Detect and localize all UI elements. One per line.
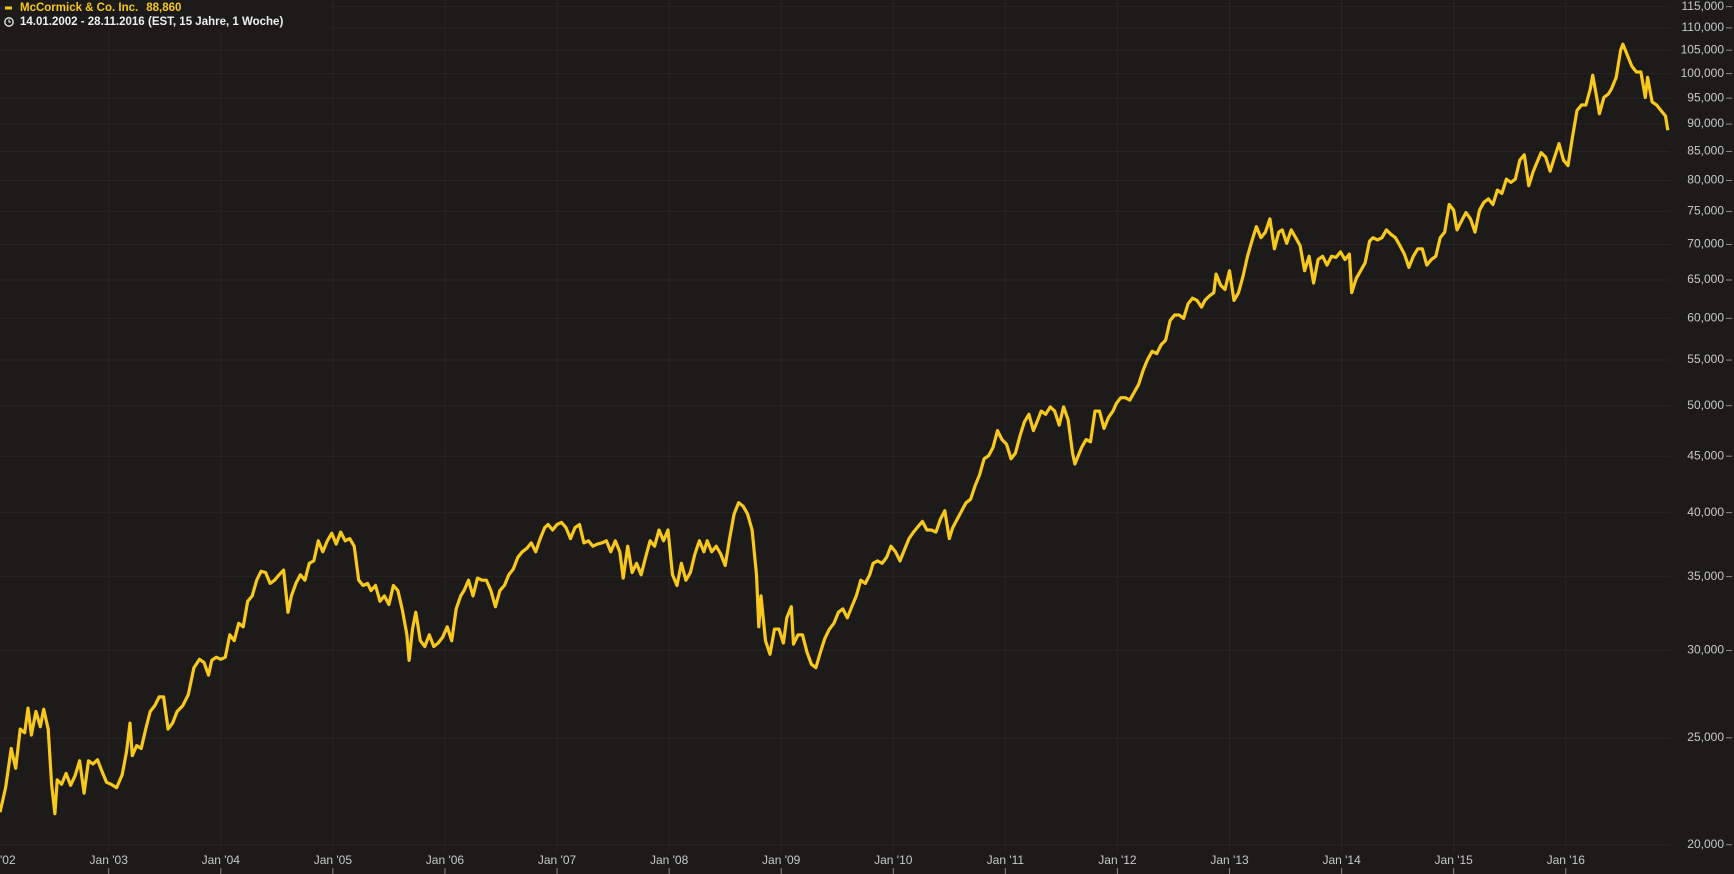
clock-hands: [8, 19, 11, 23]
range-info: (EST, 15 Jahre, 1 Woche): [148, 16, 283, 28]
y-tick-label: 60,000: [1687, 311, 1724, 325]
y-tick-label: 110,000: [1682, 20, 1725, 34]
price-line: [0, 42, 1670, 816]
x-tick-label: Jan '10: [874, 853, 913, 867]
y-tick-label: 40,000: [1687, 505, 1724, 519]
legend-entry: McCormick & Co. Inc.: [20, 2, 138, 14]
y-tick-label: 55,000: [1687, 352, 1724, 366]
header-backdrop: [0, 0, 330, 30]
y-tick-label: 105,000: [1681, 42, 1725, 56]
x-tick-label: Jan '12: [1098, 853, 1137, 867]
x-tick-label: Jan '11: [987, 853, 1025, 867]
y-tick-label: 35,000: [1687, 569, 1724, 583]
y-tick-label: 90,000: [1687, 116, 1724, 130]
x-tick-label: Jan '13: [1210, 853, 1249, 867]
y-tick-label: 30,000: [1687, 643, 1724, 657]
x-tick-label: Jan '09: [762, 853, 801, 867]
x-tick-label: Jan '16: [1547, 853, 1586, 867]
x-tick-label: Jan '14: [1322, 853, 1361, 867]
x-tick-label: Jan '15: [1435, 853, 1474, 867]
x-tick-label: Jan '03: [90, 853, 129, 867]
x-tick-label: Jan '06: [426, 853, 465, 867]
y-tick-label: 45,000: [1687, 448, 1724, 462]
x-tick-label: '02: [0, 853, 16, 867]
y-tick-label: 80,000: [1687, 173, 1724, 187]
date-range: 14.01.2002 - 28.11.2016: [20, 16, 145, 28]
x-tick-label: Jan '04: [202, 853, 241, 867]
y-tick-label: 85,000: [1687, 144, 1724, 158]
y-tick-label: 65,000: [1687, 272, 1724, 286]
y-tick-label: 20,000: [1687, 837, 1724, 851]
last-price: 88,860: [146, 2, 181, 14]
y-tick-label: 70,000: [1687, 237, 1724, 251]
clock-icon: [4, 17, 14, 27]
y-tick-label: 100,000: [1681, 66, 1725, 80]
x-tick-label: Jan '07: [538, 853, 577, 867]
y-tick-label: 50,000: [1687, 398, 1724, 412]
y-tick-label: 95,000: [1687, 90, 1724, 104]
y-tick-label: 115,000: [1682, 0, 1725, 13]
y-tick-label: 75,000: [1687, 204, 1724, 218]
y-tick-label: 25,000: [1687, 730, 1724, 744]
grid: [0, 0, 1670, 852]
plot: [0, 42, 1670, 816]
x-tick-label: Jan '05: [314, 853, 353, 867]
x-tick-label: Jan '08: [650, 853, 689, 867]
